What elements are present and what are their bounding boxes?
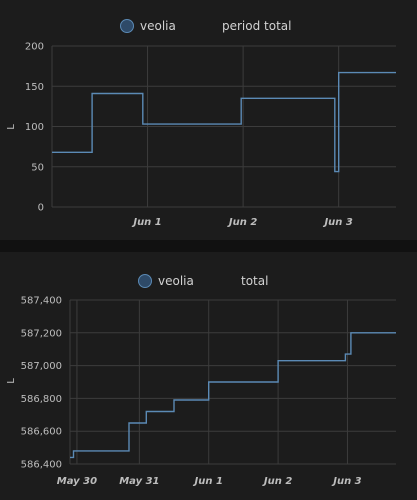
x-tick-label: May 31 bbox=[119, 476, 159, 487]
legend-extra-label: period total bbox=[222, 19, 291, 33]
series-line-veolia[interactable] bbox=[52, 71, 396, 173]
chart-1: veolia period total L 0 50 100 150 200 Jun 1 J… bbox=[6, 19, 396, 228]
legend-swatch[interactable] bbox=[120, 19, 134, 33]
y-tick-label: 586,400 bbox=[21, 460, 62, 471]
y-axis-label: L bbox=[6, 124, 17, 130]
y-tick-label: 587,000 bbox=[21, 361, 62, 372]
chart-2: veolia total L 586,400 586,600 586,800 587,… bbox=[6, 274, 396, 487]
x-tick-label: Jun 3 bbox=[331, 476, 361, 487]
y-tick-label: 586,800 bbox=[21, 394, 62, 405]
plot-area: 0 50 100 150 200 Jun 1 Jun 2 Jun 3 bbox=[25, 42, 396, 228]
x-tick-label: Jun 3 bbox=[322, 217, 352, 228]
legend-series-label[interactable]: veolia bbox=[158, 274, 194, 288]
y-tick-label: 100 bbox=[25, 122, 44, 133]
series-line-veolia[interactable] bbox=[70, 332, 396, 459]
x-tick-label: Jun 2 bbox=[227, 217, 257, 228]
y-axis-label: L bbox=[6, 378, 17, 384]
y-tick-label: 0 bbox=[38, 203, 44, 214]
plot-area: 586,400 586,600 586,800 587,000 587,200 587,4… bbox=[21, 296, 396, 487]
legend-extra-label: total bbox=[241, 274, 268, 288]
y-tick-label: 200 bbox=[25, 42, 44, 53]
y-tick-label: 586,600 bbox=[21, 427, 62, 438]
y-tick-label: 587,200 bbox=[21, 328, 62, 339]
legend[interactable]: veolia total bbox=[138, 274, 269, 288]
x-tick-label: Jun 1 bbox=[193, 476, 223, 487]
x-tick-label: Jun 1 bbox=[131, 217, 161, 228]
y-tick-label: 587,400 bbox=[21, 296, 62, 307]
y-tick-label: 150 bbox=[25, 82, 44, 93]
y-tick-label: 50 bbox=[31, 162, 44, 173]
chart-card-total: veolia total L 586,400 586,600 586,800 587,… bbox=[0, 252, 417, 500]
x-tick-label: May 30 bbox=[57, 476, 97, 487]
chart-card-period-total: veolia period total L 0 50 100 150 200 Jun 1 J… bbox=[0, 0, 417, 240]
x-tick-label: Jun 2 bbox=[262, 476, 292, 487]
legend-swatch[interactable] bbox=[138, 274, 152, 288]
legend-series-label[interactable]: veolia bbox=[140, 19, 176, 33]
legend[interactable]: veolia period total bbox=[120, 19, 292, 33]
